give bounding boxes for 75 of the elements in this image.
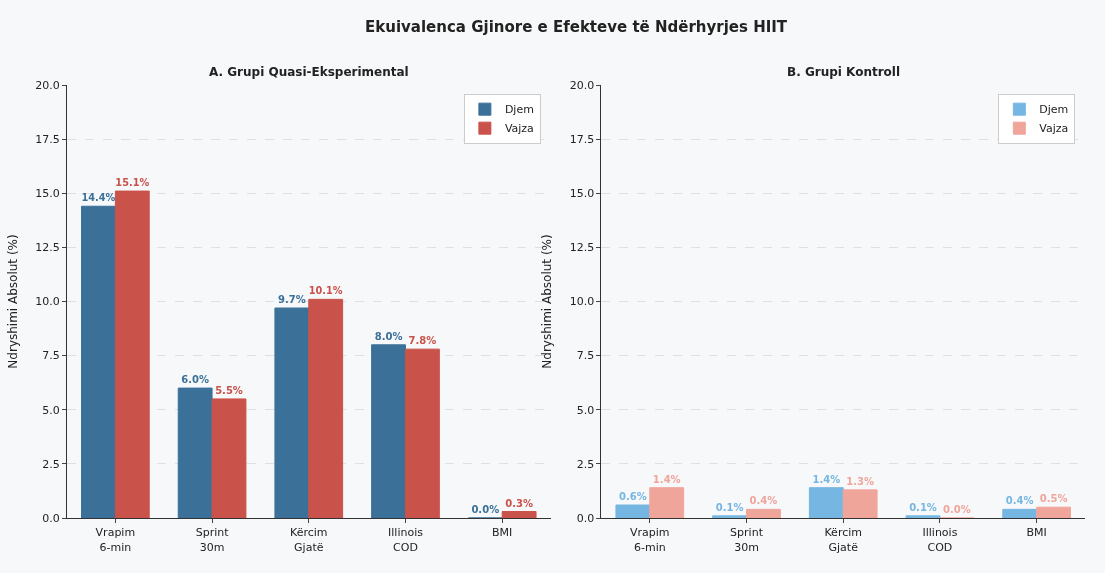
y-tick-label: 20.0 — [35, 78, 60, 92]
chart-title: B. Grupi Kontroll — [787, 65, 901, 79]
data-label: 0.0% — [471, 504, 500, 515]
x-tick-label: Vrapim 6-min — [630, 526, 670, 554]
y-axis-title: Ndryshimi Absolut (%) — [540, 234, 555, 369]
legend-label: Vajza — [504, 122, 534, 136]
bar — [1036, 506, 1071, 518]
y-tick-label: 17.5 — [569, 132, 595, 146]
bar — [501, 511, 537, 518]
bar — [371, 344, 406, 518]
bar — [615, 504, 651, 518]
x-tick-label: Sprint 30m — [730, 526, 764, 554]
data-label: 15.1% — [115, 177, 150, 189]
x-tick-label: BMI — [492, 526, 513, 540]
bar — [211, 398, 247, 518]
data-label: 14.4% — [81, 192, 116, 204]
text: Ekuivalenca Gjinore e Efekteve të Ndërhyrjes HIIT — [365, 18, 788, 36]
data-label: 0.1% — [715, 501, 744, 513]
bar — [308, 298, 344, 518]
data-label: 5.5% — [215, 384, 243, 396]
legend-label: Djem — [1039, 103, 1069, 117]
data-label: 9.7% — [277, 294, 306, 305]
data-label: 1.4% — [652, 473, 681, 485]
bar — [404, 348, 440, 518]
bar — [81, 205, 116, 518]
data-label: 0.4% — [749, 495, 778, 507]
bar — [712, 515, 748, 518]
y-tick-label: 5.0 — [576, 403, 595, 417]
y-tick-label: 7.5 — [42, 349, 60, 363]
y-tick-label: 5.0 — [42, 403, 60, 417]
y-tick-label: 10.0 — [569, 295, 595, 309]
x-tick-label: Kërcim Gjatë — [290, 526, 328, 554]
x-tick-label: BMI — [1026, 526, 1047, 540]
y-tick-label: 0.0 — [42, 511, 60, 525]
x-tick-label: Kërcim Gjatë — [824, 526, 862, 554]
x-tick-label: Illinois COD — [922, 526, 958, 554]
bar — [842, 489, 878, 518]
data-label: 0.1% — [909, 501, 937, 513]
data-label: 0.6% — [619, 491, 647, 503]
bar — [905, 515, 941, 518]
data-label: 10.1% — [308, 285, 343, 297]
bar — [746, 508, 781, 518]
bar — [649, 487, 685, 518]
x-tick-label: Vrapim 6-min — [95, 526, 136, 554]
bar — [808, 487, 844, 518]
data-label: 7.8% — [408, 335, 437, 347]
bar — [1002, 508, 1038, 518]
bar — [114, 190, 150, 518]
bar — [177, 387, 213, 518]
data-label: 0.3% — [505, 497, 533, 509]
y-tick-label: 0.0 — [576, 511, 595, 525]
legend-label: Djem — [504, 103, 534, 117]
data-label: 8.0% — [374, 330, 403, 342]
data-label: 0.0% — [942, 504, 971, 515]
y-tick-label: 15.0 — [569, 187, 595, 201]
x-tick-label: Sprint 30m — [195, 526, 230, 554]
x-tick-label: Illinois COD — [388, 526, 424, 554]
y-tick-label: 12.5 — [569, 241, 595, 255]
data-label: 0.5% — [1039, 493, 1068, 505]
y-tick-label: 12.5 — [35, 241, 60, 255]
y-tick-label: 20.0 — [569, 78, 595, 92]
y-tick-label: 15.0 — [35, 187, 60, 201]
data-label: 6.0% — [181, 374, 210, 386]
legend-label: Vajza — [1039, 122, 1069, 136]
y-tick-label: 7.5 — [576, 349, 595, 363]
chart-title: A. Grupi Quasi-Eksperimental — [209, 65, 409, 79]
y-tick-label: 2.5 — [576, 457, 595, 471]
y-axis-title: Ndryshimi Absolut (%) — [5, 234, 20, 369]
y-tick-label: 10.0 — [35, 295, 60, 309]
bar — [274, 307, 310, 518]
data-label: 1.4% — [812, 473, 841, 485]
data-label: 1.3% — [846, 475, 875, 487]
y-tick-label: 17.5 — [35, 132, 60, 146]
y-tick-label: 2.5 — [42, 457, 60, 471]
data-label: 0.4% — [1005, 495, 1034, 507]
